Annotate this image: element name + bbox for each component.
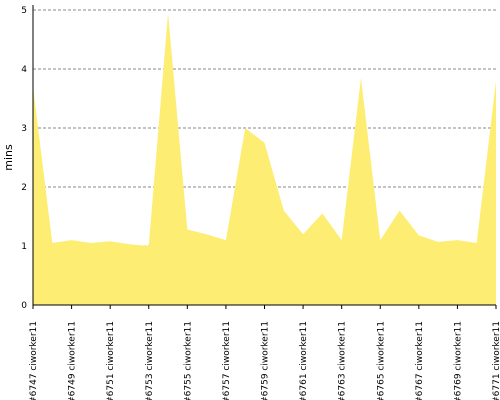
x-tick-label: #6759 ciworker11 (261, 321, 271, 400)
x-tick-label: #6757 ciworker11 (222, 321, 232, 400)
x-tick-label: #6765 ciworker11 (376, 321, 386, 400)
y-axis-label: mins (2, 144, 15, 171)
y-tick-label: 5 (21, 6, 27, 16)
x-tick-label: #6769 ciworker11 (453, 321, 463, 400)
y-tick-label: 3 (21, 124, 27, 134)
x-tick-label: #6755 ciworker11 (183, 321, 193, 400)
x-tick-label: #6753 ciworker11 (145, 321, 155, 400)
x-tick-label: #6747 ciworker11 (29, 321, 39, 400)
y-tick-label: 4 (21, 65, 27, 75)
y-tick-label: 2 (21, 183, 27, 193)
y-tick-label: 0 (21, 301, 27, 311)
area (33, 12, 496, 305)
x-tick-label: #6763 ciworker11 (338, 321, 348, 400)
x-tick-label: #6749 ciworker11 (68, 321, 78, 400)
x-tick-label: #6751 ciworker11 (106, 321, 116, 400)
y-tick-label: 1 (21, 242, 27, 252)
x-tick-label: #6761 ciworker11 (299, 321, 309, 400)
x-tick-label: #6767 ciworker11 (415, 321, 425, 400)
x-tick-label: #6771 ciworker11 (492, 321, 500, 400)
